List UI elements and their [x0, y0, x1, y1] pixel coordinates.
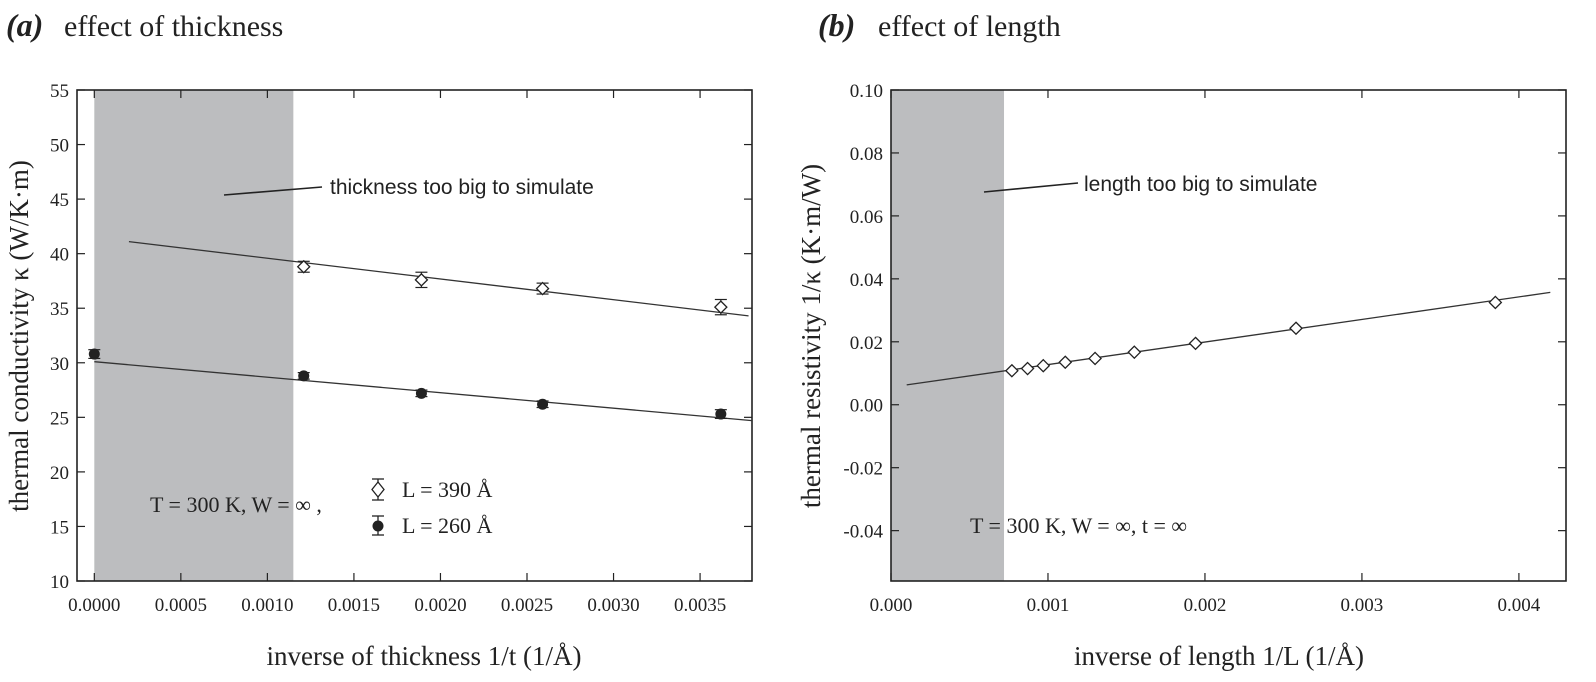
panel-a-x-tick-label: 0.0010 [241, 595, 293, 616]
panel-b-data-point [1020, 361, 1035, 376]
panel-b-marker-open-diamond [1004, 363, 1019, 378]
panel-a-x-tick-label: 0.0035 [674, 595, 726, 616]
panel-a-data-point [415, 387, 428, 399]
panel-a-x-tick-label: 0.0025 [501, 595, 553, 616]
panel-b-y-tick-label: 0.10 [850, 81, 883, 102]
panel-b-marker-open-diamond [1088, 351, 1102, 366]
panel-a-plot-frame [76, 89, 753, 582]
panel-b-data-point [1004, 363, 1019, 378]
panel-b-data-point [1088, 351, 1102, 366]
panel-b-data-point [1127, 345, 1142, 360]
panel-a-data-point [88, 348, 101, 360]
panel-b-data-point [1058, 355, 1073, 370]
panel-a-x-tick-label: 0.0020 [414, 595, 466, 616]
panel-b-y-tick-label: -0.02 [843, 459, 883, 480]
panel-a-legend: L = 390 Å L = 260 Å [371, 477, 493, 538]
panel-b-x-tick-label: 0.004 [1498, 595, 1541, 616]
panel-b-y-tick-label: 0.02 [850, 333, 883, 354]
panel-a-marker-filled-circle [415, 387, 427, 399]
panel-a-marker-open-diamond [535, 281, 550, 296]
panel-a-marker-open-diamond [713, 300, 728, 315]
panel-a-marker-filled-circle [88, 348, 100, 360]
panel-b-x-tick-label: 0.003 [1341, 595, 1384, 616]
panel-a-letter: (a) [6, 7, 43, 43]
panel-a-data-point [297, 370, 310, 382]
panel-b-marker-open-diamond [1127, 345, 1142, 360]
panel-b-y-tick-label: 0.00 [850, 396, 883, 417]
panel-b-x-tick-label: 0.001 [1027, 595, 1070, 616]
panel-a-title: effect of thickness [64, 10, 283, 43]
panel-a-data-point [296, 259, 311, 274]
panel-a-y-tick-label: 30 [50, 354, 69, 375]
panel-b: (b) effect of length thermal resistivity… [796, 7, 1567, 671]
panel-b-y-tick-label: 0.08 [850, 144, 883, 165]
panel-b-data-point [1488, 295, 1503, 310]
panel-b-shaded-region-label: length too big to simulate [1084, 173, 1317, 196]
panel-a-y-tick-label: 45 [50, 190, 69, 211]
panel-a-x-axis-label: inverse of thickness 1/t (1/Å) [267, 641, 582, 671]
panel-b-y-tick-label: -0.04 [843, 522, 883, 543]
panel-b-marker-open-diamond [1058, 355, 1073, 370]
panel-a-x-tick-label: 0.0000 [68, 595, 120, 616]
panel-b-y-tick-label: 0.04 [850, 270, 884, 291]
panel-b-data-point [1036, 358, 1051, 373]
panel-b-plot-area: 0.000 0.001 0.002 0.003 0.004 -0.04 -0.02 0.00 0… [843, 81, 1567, 616]
panel-a-y-tick-label: 25 [50, 408, 69, 429]
panel-a-marker-filled-circle [715, 408, 727, 420]
panel-b-title: effect of length [878, 10, 1061, 43]
panel-a-y-tick-label: 20 [50, 463, 69, 484]
panel-b-data-point [1188, 336, 1203, 351]
panel-b-marker-open-diamond [1188, 336, 1203, 351]
panel-a-fit-line-series-1 [128, 241, 749, 317]
panel-b-x-tick-label: 0.002 [1184, 595, 1227, 616]
panel-b-x-tick-label: 0.000 [870, 595, 913, 616]
panel-b-y-tick-label: 0.06 [850, 207, 883, 228]
panel-a-data-point [536, 398, 549, 410]
legend-marker-filled-circle [372, 515, 384, 536]
panel-a-data-point [713, 298, 728, 316]
panel-a-data-point [535, 281, 550, 296]
panel-b-conditions-label: T = 300 K, W = ∞, t = ∞ [970, 513, 1187, 538]
panel-a-y-tick-label: 10 [50, 572, 69, 593]
panel-b-marker-open-diamond [1289, 321, 1303, 336]
panel-b-marker-open-diamond [1036, 358, 1051, 373]
panel-a-marker-filled-circle [537, 398, 549, 410]
panel-a-y-tick-label: 35 [50, 299, 69, 320]
panel-a-y-tick-label: 40 [50, 245, 69, 266]
panel-a-annotation-leader [223, 186, 323, 196]
panel-b-letter: (b) [818, 7, 855, 43]
legend-label-series-2: L = 260 Å [402, 513, 493, 538]
panel-b-shaded-region [891, 90, 1005, 581]
panel-b-marker-open-diamond [1488, 295, 1503, 310]
panel-a-x-tick-label: 0.0030 [587, 595, 639, 616]
panel-b-data-point [1289, 321, 1303, 336]
panel-b-y-axis-label: thermal resistivity 1/κ (K·m/W) [796, 164, 826, 508]
legend-marker-open-diamond [371, 478, 385, 501]
panel-a-y-tick-label: 55 [50, 81, 69, 102]
panel-a-shaded-region [94, 90, 294, 581]
panel-a-x-tick-label: 0.0015 [328, 595, 380, 616]
panel-a-y-tick-label: 50 [50, 136, 69, 157]
panel-a-data-point [414, 271, 429, 289]
panel-a-plot-area: 0.0000 0.0005 0.0010 0.0015 0.0020 0.0025 0.00… [50, 81, 753, 616]
panel-b-x-axis-label: inverse of length 1/L (1/Å) [1074, 641, 1364, 671]
legend-label-series-1: L = 390 Å [402, 477, 493, 502]
panel-a-marker-open-diamond [414, 272, 429, 287]
panel-a-marker-open-diamond [296, 259, 311, 274]
panel-a-shaded-region-label: thickness too big to simulate [330, 176, 594, 199]
panel-b-plot-frame [890, 89, 1567, 582]
panel-a-conditions-label: T = 300 K, W = ∞ , [150, 492, 322, 517]
panel-a-marker-filled-circle [298, 370, 310, 382]
panel-b-marker-open-diamond [1020, 361, 1035, 376]
panel-a-y-tick-label: 15 [50, 517, 69, 538]
panel-b-annotation-leader [983, 182, 1079, 193]
panel-a-data-point [714, 408, 727, 420]
panel-a: (a) effect of thickness thermal conducti… [4, 7, 753, 671]
panel-a-x-tick-label: 0.0005 [155, 595, 207, 616]
panel-a-y-axis-label: thermal conductivity κ (W/K·m) [4, 160, 34, 512]
